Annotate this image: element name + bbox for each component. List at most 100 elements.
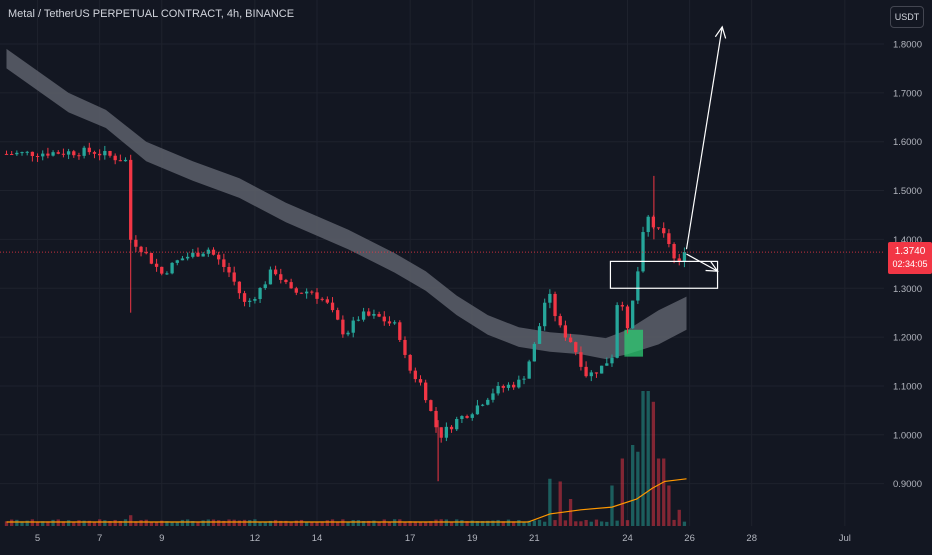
candle-body (621, 305, 624, 306)
candle-body (258, 288, 261, 299)
candle-body (253, 299, 256, 301)
volume-bar (341, 519, 344, 526)
short-arrow-shaft (686, 254, 717, 271)
time-axis[interactable]: 5791214171921242628Jul (35, 533, 851, 544)
x-tick-label: 21 (529, 533, 540, 544)
volume-bar (641, 391, 644, 526)
volume-bar (212, 520, 215, 526)
y-tick-label: 1.6000 (893, 137, 922, 148)
candle-body (196, 253, 199, 257)
candle-body (315, 292, 318, 299)
candle-body (502, 386, 505, 388)
x-tick-label: Jul (839, 533, 851, 544)
volume-bar (445, 519, 448, 526)
candle-body (388, 321, 391, 323)
candle-body (403, 340, 406, 355)
volume-bar (657, 459, 660, 527)
candle-body (579, 352, 582, 367)
candle-body (289, 282, 292, 288)
volume-bar (471, 521, 474, 526)
candle-body (631, 301, 634, 329)
volume-bar (595, 520, 598, 526)
candle-body (150, 253, 153, 264)
candle-body (26, 152, 29, 153)
volume-bar (393, 519, 396, 526)
volume-bar (491, 521, 494, 526)
y-tick-label: 1.3000 (893, 284, 922, 295)
volume-bar (51, 520, 54, 526)
volume-bar (496, 520, 499, 526)
candle-body (522, 379, 525, 380)
y-tick-label: 1.0000 (893, 430, 922, 441)
candle-body (584, 367, 587, 376)
candle-body (77, 155, 80, 156)
candle-body (269, 270, 272, 285)
candle-body (310, 292, 313, 293)
candle-body (414, 371, 417, 379)
x-tick-label: 5 (35, 533, 40, 544)
volume-bar (300, 520, 303, 526)
candle-body (636, 271, 639, 300)
candle-body (548, 294, 551, 303)
candle-body (202, 254, 205, 257)
volume-bar (243, 520, 246, 526)
y-tick-label: 1.5000 (893, 186, 922, 197)
candle-body (10, 154, 13, 155)
candle-body (305, 292, 308, 294)
candle-body (512, 385, 515, 388)
volume-bar (507, 520, 510, 526)
candle-body (279, 274, 282, 280)
volume-bar (129, 515, 132, 526)
candle-body (574, 342, 577, 352)
volume-bar (114, 520, 117, 526)
volume-bar (636, 452, 639, 526)
volume-bar (584, 520, 587, 526)
candle-body (491, 393, 494, 399)
candle-body (616, 305, 619, 358)
target-box (610, 261, 717, 288)
candle-body (62, 154, 65, 155)
volume-bar (15, 520, 18, 526)
y-tick-label: 0.9000 (893, 479, 922, 490)
candle-body (243, 293, 246, 302)
chart-title: Metal / TetherUS PERPETUAL CONTRACT, 4h,… (8, 8, 294, 20)
volume-bar (678, 510, 681, 526)
currency-selector[interactable]: USDT (890, 6, 924, 28)
volume-bar (652, 402, 655, 526)
candle-body (533, 344, 536, 362)
candle-body (98, 154, 101, 155)
candle-body (129, 160, 132, 240)
candle-body (471, 414, 474, 418)
volume-bar (186, 519, 189, 526)
candle-body (486, 400, 489, 405)
candle-body (82, 148, 85, 156)
candle-body (595, 372, 598, 373)
x-tick-label: 28 (746, 533, 757, 544)
volume-ma-line (7, 479, 687, 522)
candle-body (553, 294, 556, 316)
volume-bar (217, 520, 220, 526)
candle-body (672, 244, 675, 258)
candle-body (424, 383, 427, 401)
volume-bar (434, 520, 437, 526)
volume-bar (538, 520, 541, 526)
candle-body (377, 314, 380, 317)
volume-bar (553, 520, 556, 526)
volume-bar (455, 519, 458, 526)
candle-body (5, 154, 8, 155)
volume-bar (564, 520, 567, 526)
x-tick-label: 17 (405, 533, 416, 544)
candle-body (357, 320, 360, 321)
volume-bar (626, 520, 629, 526)
volume-bar (233, 520, 236, 526)
grid (0, 0, 884, 526)
candle-body (248, 301, 251, 302)
candle-body (336, 310, 339, 320)
x-tick-label: 14 (312, 533, 323, 544)
candle-body (455, 419, 458, 429)
volume-bar (248, 520, 251, 526)
last-price-badge: 1.3740 02:34:05 (888, 242, 932, 274)
volume-bar (600, 521, 603, 526)
volume-bar (352, 520, 355, 526)
